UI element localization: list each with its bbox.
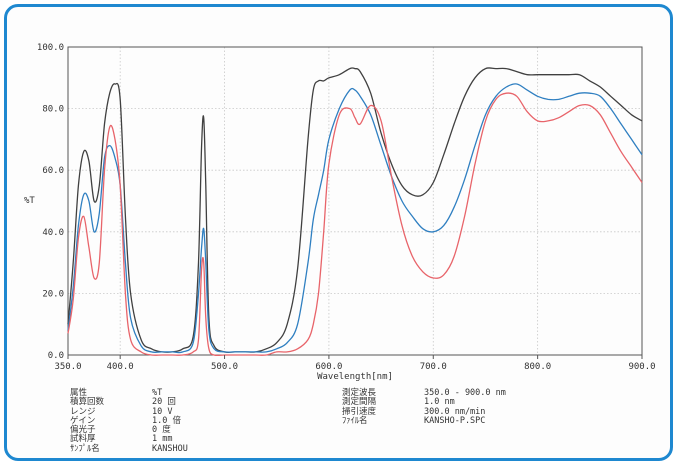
param-label: レンジ [70,406,96,417]
param-value: 1 mm [152,434,173,445]
param-value: KANSHOU [152,443,188,454]
param-value: 0 度 [152,425,171,436]
x-axis-label: Wavelength[nm] [317,372,393,382]
y-tick-label: 60.0 [42,166,64,176]
param-value: 1.0 nm [424,397,455,408]
param-label: 属性 [70,388,88,398]
param-label: 測定波長 [342,388,377,398]
param-value: 350.0 - 900.0 nm [424,388,506,398]
param-label: ｻﾝﾌﾟﾙ名 [70,443,100,454]
y-tick-label: 100.0 [37,43,64,53]
param-value: 300.0 nm/min [424,406,486,417]
param-row-right: 測定間隔 1.0 nm [342,397,506,408]
param-row-left: 属性 %T [70,388,188,398]
series-group [67,67,643,357]
param-row-left: 積算回数 20 回 [70,397,188,408]
param-value: 1.0 倍 [152,415,181,426]
y-tick-label: 20.0 [42,289,64,299]
param-row-left: 試料厚 1 mm [70,434,188,445]
y-axis-label: %T [24,196,35,206]
param-label: 偏光子 [70,425,96,436]
param-label: 積算回数 [70,397,105,408]
param-value: KANSHO-P.SPC [424,415,486,426]
y-tick-label: 80.0 [42,105,64,115]
chart-frame [4,4,673,461]
tick-labels: 0.0 20.0 40.0 60.0 80.0 100.0 350.0 400.0 500.0 6… [37,43,656,372]
param-row-left: レンジ 10 V [70,406,188,417]
param-label: 測定間隔 [342,397,377,408]
param-label: 掃引速度 [342,406,377,417]
param-row-right: ﾌｧｲﾙ名 KANSHO-P.SPC [342,415,506,426]
series-line-2 [67,83,643,354]
params-right: 測定波長 350.0 - 900.0 nm 測定間隔 1.0 nm 掃引速度 300.0 … [342,388,506,426]
param-label: ゲイン [70,415,96,426]
param-row-right: 測定波長 350.0 - 900.0 nm [342,388,506,398]
x-tick-label: 500.0 [211,362,238,372]
param-value: 20 回 [152,397,176,408]
series-line-3 [67,92,643,357]
param-row-right: 掃引速度 300.0 nm/min [342,406,506,417]
param-label: 試料厚 [70,434,96,445]
param-row-left: 偏光子 0 度 [70,425,188,436]
param-value: 10 V [152,406,173,417]
grid [67,46,643,356]
series-line-1 [67,67,643,353]
x-tick-label: 800.0 [524,362,551,372]
x-tick-label: 600.0 [315,362,342,372]
x-tick-label: 400.0 [107,362,134,372]
plot-area [67,46,643,356]
x-tick-label: 350.0 [54,362,81,372]
param-value: %T [152,388,163,398]
param-row-left: ｻﾝﾌﾟﾙ名 KANSHOU [70,443,188,454]
y-tick-label: 40.0 [42,228,64,238]
x-tick-label: 700.0 [420,362,447,372]
param-row-left: ゲイン 1.0 倍 [70,415,188,426]
params-left: 属性 %T 積算回数 20 回レンジ 10 V ゲイン 1.0 倍偏光子 0 度試料厚 1 mm… [70,388,188,454]
x-tick-label: 900.0 [628,362,655,372]
param-label: ﾌｧｲﾙ名 [342,415,368,426]
y-tick-label: 0.0 [48,351,64,361]
